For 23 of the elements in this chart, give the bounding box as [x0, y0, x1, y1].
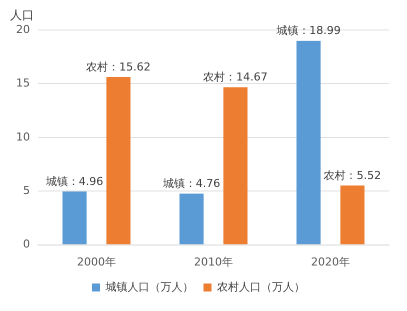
bar	[106, 77, 130, 244]
data-label: 城镇：18.99	[275, 24, 341, 38]
x-tick-label: 2000年	[77, 255, 116, 268]
y-tick-label: 0	[22, 238, 30, 251]
y-tick-label: 5	[22, 184, 30, 197]
data-label: 农村：5.52	[324, 168, 382, 182]
y-axis-title: 人口	[10, 8, 34, 22]
bar	[179, 194, 204, 244]
y-tick-label: 10	[16, 130, 30, 144]
x-tick-label: 2010年	[194, 255, 233, 268]
bar	[340, 186, 365, 244]
data-label: 城镇：4.96	[44, 174, 104, 188]
data-label: 城镇：4.76	[162, 177, 220, 190]
bar	[62, 192, 87, 244]
y-tick-label: 15	[16, 76, 30, 90]
x-tick-label: 2020年	[311, 255, 350, 268]
data-label: 农村：14.67	[203, 70, 268, 84]
legend-label: 农村人口（万人）	[217, 280, 305, 294]
bar	[296, 40, 321, 244]
bar	[223, 87, 248, 244]
y-tick-label: 20	[16, 22, 30, 36]
data-label: 农村：15.62	[86, 60, 151, 74]
legend-label: 城镇人口（万人）	[104, 280, 194, 294]
